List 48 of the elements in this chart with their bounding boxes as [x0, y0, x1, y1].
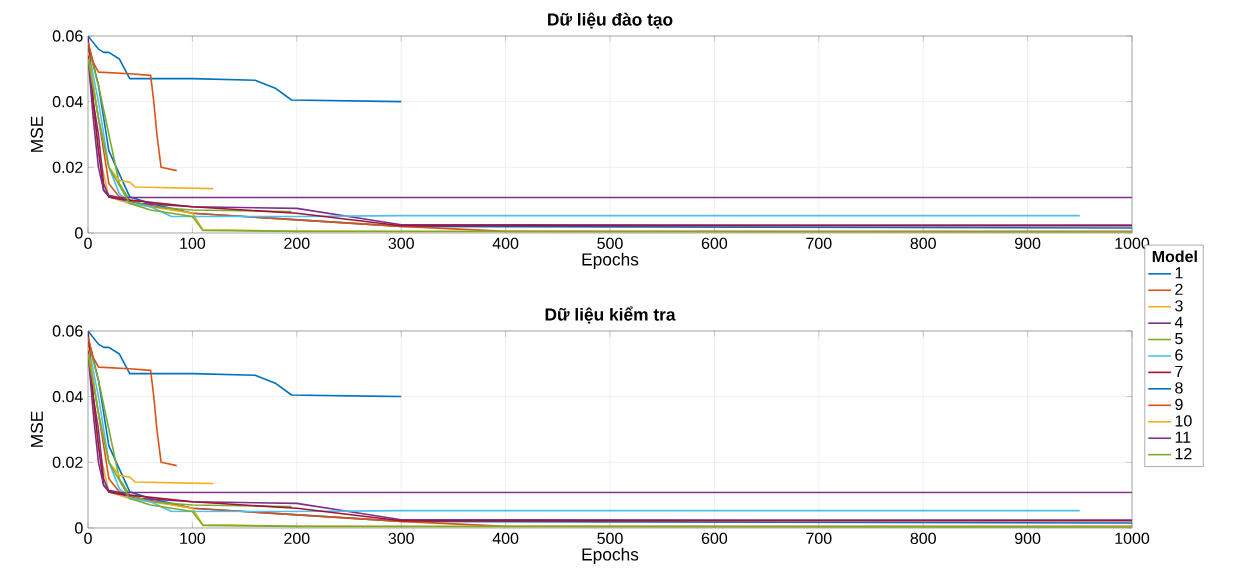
legend-label: 2 — [1175, 283, 1183, 295]
legend-label: 8 — [1175, 382, 1183, 394]
x-tick-label: 400 — [492, 532, 519, 545]
y-tick-label: 0.04 — [52, 391, 83, 403]
x-tick-label: 300 — [388, 237, 414, 250]
legend-label: 6 — [1175, 349, 1183, 361]
legend-label: 4 — [1174, 316, 1183, 328]
x-tick-label: 800 — [910, 532, 936, 545]
y-tick-label: 0.06 — [52, 325, 83, 337]
x-tick-label: 400 — [492, 237, 519, 250]
y-tick-label: 0.06 — [52, 30, 83, 42]
y-tick-label: 0.02 — [52, 161, 83, 173]
legend-label: 3 — [1175, 300, 1183, 312]
legend-label: 7 — [1175, 365, 1183, 377]
chart-title: Dữ liệu kiểm tra — [545, 306, 676, 324]
x-tick-label: 600 — [701, 532, 728, 545]
legend-label: 12 — [1175, 448, 1192, 460]
chart-title: Dữ liệu đào tạo — [548, 12, 673, 29]
x-tick-label: 200 — [284, 532, 310, 545]
x-tick-label: 700 — [806, 532, 832, 545]
legend-label: 9 — [1175, 398, 1183, 411]
legend-label: 5 — [1175, 333, 1183, 345]
legend-label: 10 — [1175, 415, 1192, 427]
x-axis-title: Epochs — [582, 252, 639, 269]
x-tick-label: 200 — [284, 237, 310, 250]
legend-label: 1 — [1175, 267, 1183, 279]
x-tick-label: 800 — [910, 237, 936, 250]
x-tick-label: 600 — [701, 237, 728, 250]
y-tick-label: 0 — [75, 522, 83, 534]
y-axis-title: MSE — [30, 411, 43, 447]
legend-label: 11 — [1175, 431, 1191, 443]
x-tick-label: 100 — [180, 532, 206, 545]
x-tick-label: 500 — [597, 237, 623, 250]
x-axis-title: Epochs — [582, 547, 639, 564]
y-tick-label: 0 — [75, 227, 83, 239]
y-tick-label: 0.02 — [52, 456, 83, 468]
x-tick-label: 500 — [597, 532, 623, 545]
legend-title: Model — [1152, 250, 1197, 263]
x-tick-label: 900 — [1015, 237, 1041, 250]
y-tick-label: 0.04 — [52, 96, 83, 108]
x-tick-label: 100 — [180, 237, 206, 250]
x-tick-label: 900 — [1015, 532, 1041, 545]
x-tick-label: 0 — [84, 237, 92, 250]
x-tick-label: 1000 — [1115, 532, 1150, 545]
x-tick-label: 300 — [388, 532, 414, 545]
x-tick-label: 0 — [84, 532, 92, 545]
x-tick-label: 700 — [806, 237, 832, 250]
y-axis-title: MSE — [30, 116, 43, 152]
